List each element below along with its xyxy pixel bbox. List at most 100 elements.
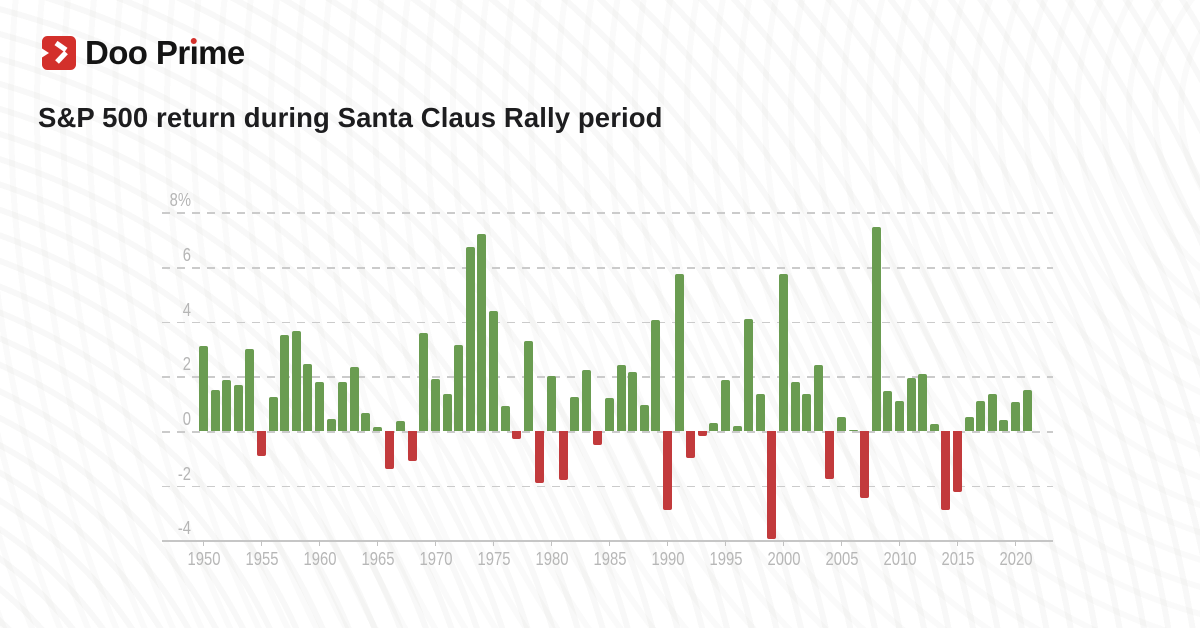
bar-1973 (465, 246, 475, 431)
bar-1990 (662, 431, 673, 511)
bar-1996 (732, 425, 742, 431)
bar-1970 (430, 379, 441, 431)
x-tick-1985 (608, 540, 611, 547)
x-tick-1995 (724, 540, 727, 547)
bar-2007 (860, 431, 870, 498)
bar-1986 (616, 365, 626, 431)
x-tick-1950 (202, 540, 205, 547)
bar-2018 (987, 394, 997, 431)
x-tick-2005 (840, 540, 843, 547)
bar-2011 (906, 377, 916, 431)
bar-1999 (767, 431, 777, 539)
bar-1982 (570, 396, 580, 431)
bar-1993 (697, 431, 707, 437)
y-tick-label-4: 4 (182, 299, 191, 320)
bar-1997 (744, 318, 754, 431)
x-axis-line (162, 540, 1053, 542)
bar-2016 (964, 417, 974, 431)
bar-1957 (280, 335, 290, 431)
bar-2020 (1010, 402, 1021, 431)
bar-1978 (523, 340, 533, 431)
bar-2010 (894, 400, 905, 431)
bar-1960 (314, 381, 325, 431)
bar-2005 (836, 417, 847, 431)
bar-1985 (604, 398, 615, 431)
x-tick-label-2015: 2015 (941, 548, 974, 570)
x-tick-label-1965: 1965 (361, 548, 394, 570)
x-tick-label-1970: 1970 (419, 548, 452, 570)
bar-2008 (871, 227, 881, 431)
bar-2014 (941, 431, 951, 511)
x-tick-label-2020: 2020 (999, 548, 1032, 570)
bar-1974 (477, 234, 487, 431)
bar-1972 (454, 344, 464, 431)
x-tick-label-1995: 1995 (709, 548, 742, 570)
x-tick-label-1975: 1975 (477, 548, 510, 570)
y-tick-label--4: -4 (177, 518, 191, 539)
bar-1983 (581, 369, 591, 431)
y-tick-label-8%: 8% (169, 190, 191, 211)
gridline-8% (162, 212, 1053, 214)
bar-2017 (976, 400, 986, 431)
bar-1956 (268, 396, 278, 431)
bar-2002 (802, 394, 812, 431)
bar-1955 (256, 431, 267, 456)
bar-chart: 8% 6 4 2 0 -2 -4 1950 1955 1960 1965 1970 1975 1980 19… (162, 191, 1060, 585)
bar-2013 (929, 424, 939, 431)
bar-1977 (512, 431, 522, 440)
bar-1979 (535, 431, 545, 483)
bar-1954 (245, 349, 255, 431)
bar-1968 (407, 431, 417, 462)
bar-1967 (396, 421, 406, 431)
doo-prime-logo: Doo Prıme (42, 36, 245, 70)
x-tick-label-1985: 1985 (593, 548, 626, 570)
brand-text-prefix: Doo Pr (85, 34, 190, 71)
brand-wordmark: Doo Prıme (85, 36, 245, 70)
bar-2000 (778, 273, 789, 431)
bar-1952 (222, 380, 232, 431)
gridline-2 (162, 376, 1053, 378)
bar-1994 (709, 422, 719, 431)
brand-text-suffix: me (198, 34, 245, 71)
y-tick-label-2: 2 (182, 354, 191, 375)
bar-1975 (488, 310, 499, 431)
bar-1958 (291, 331, 301, 431)
bar-1959 (303, 364, 313, 431)
bar-1987 (628, 372, 638, 431)
bar-2021 (1022, 390, 1032, 431)
bar-1984 (593, 431, 603, 445)
bar-1969 (419, 332, 429, 431)
x-tick-1955 (260, 540, 263, 547)
bar-1989 (651, 320, 661, 431)
x-tick-label-1990: 1990 (651, 548, 684, 570)
x-tick-label-1955: 1955 (245, 548, 278, 570)
x-tick-1990 (666, 540, 669, 547)
gridline--2 (162, 485, 1053, 488)
bar-1962 (338, 381, 348, 431)
x-tick-label-2000: 2000 (767, 548, 800, 570)
y-tick-label-6: 6 (182, 245, 191, 266)
x-tick-label-1960: 1960 (303, 548, 336, 570)
bar-1981 (558, 431, 568, 481)
bar-1951 (210, 390, 220, 431)
x-tick-label-2005: 2005 (825, 548, 858, 570)
x-tick-2000 (782, 540, 785, 547)
y-tick-label-0: 0 (182, 409, 191, 429)
bar-2003 (813, 365, 823, 431)
bar-1963 (349, 366, 359, 431)
chart-title: S&P 500 return during Santa Claus Rally … (38, 102, 663, 133)
bar-2009 (883, 391, 893, 431)
bar-2019 (999, 420, 1009, 431)
x-tick-1970 (434, 540, 437, 547)
gridline-0 (162, 431, 1053, 433)
x-tick-label-1950: 1950 (187, 548, 220, 570)
bar-1995 (720, 380, 731, 431)
bar-2015 (952, 431, 963, 493)
x-tick-1965 (376, 540, 379, 547)
x-tick-1980 (550, 540, 553, 547)
bar-1991 (674, 273, 684, 431)
bar-2012 (918, 373, 928, 431)
bar-1964 (361, 413, 371, 431)
bar-1953 (233, 384, 243, 431)
x-tick-label-1980: 1980 (535, 548, 568, 570)
